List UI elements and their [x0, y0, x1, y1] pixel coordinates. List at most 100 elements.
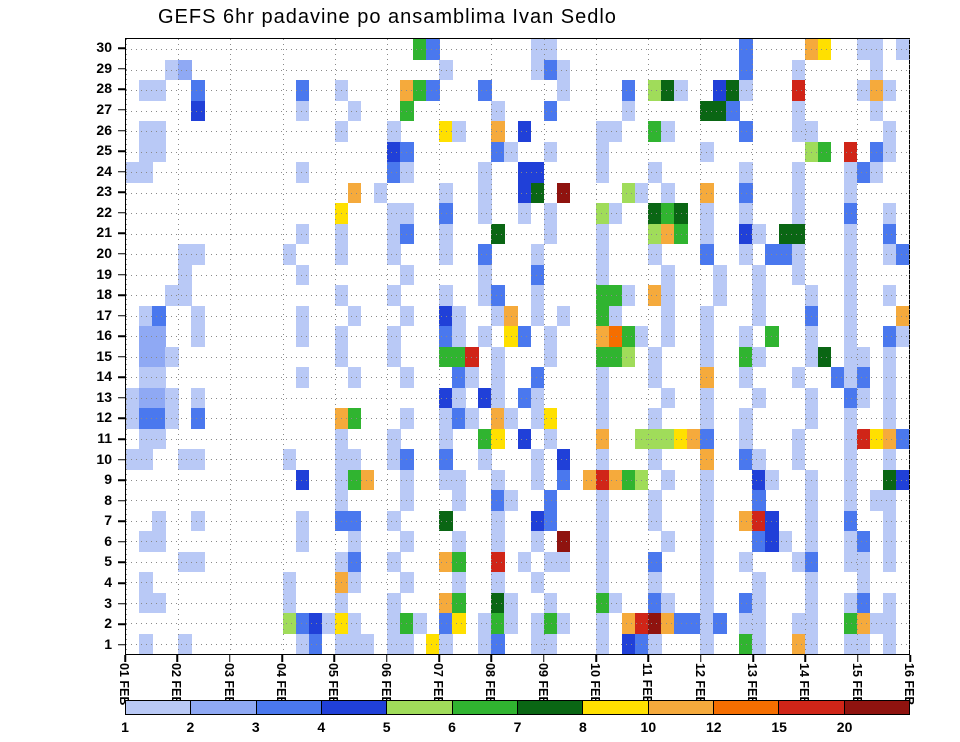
x-tick-mark — [333, 655, 336, 662]
y-tick-mark — [118, 602, 125, 605]
gridline-horizontal — [126, 151, 909, 153]
y-tick-label: 30 — [96, 39, 112, 56]
x-tick-mark — [909, 655, 911, 662]
y-tick-label: 20 — [96, 245, 112, 262]
x-tick-mark — [647, 655, 650, 662]
y-axis-labels: 30 29 28 27 26 25 24 23 22 21 20 19 18 17 16 15 14 13 12 11… — [0, 38, 125, 655]
colorbar-tick-label: 6 — [448, 719, 456, 735]
y-tick-mark — [118, 88, 125, 91]
y-tick-mark — [118, 417, 125, 420]
y-tick-label: 26 — [96, 121, 112, 138]
gridline-horizontal — [126, 192, 909, 194]
gridline-vertical — [700, 39, 702, 654]
x-tick-label: 11 FEB — [640, 663, 655, 705]
x-tick-mark — [438, 655, 440, 662]
y-tick-label: 23 — [96, 183, 112, 200]
y-tick-label: 10 — [96, 450, 112, 467]
y-tick-mark — [118, 376, 125, 379]
gridline-horizontal — [126, 643, 909, 645]
y-tick-mark — [118, 212, 125, 214]
gridline-horizontal — [126, 315, 909, 317]
colorbar-tick-label: 10 — [640, 719, 657, 735]
y-tick-label: 16 — [96, 327, 112, 344]
x-tick-mark — [176, 655, 179, 662]
x-tick-mark — [542, 655, 545, 662]
y-tick-label: 3 — [104, 594, 112, 611]
gridline-vertical — [909, 39, 910, 654]
colorbar-segment — [451, 701, 517, 714]
x-tick-mark — [490, 655, 493, 662]
y-tick-label: 12 — [96, 409, 112, 426]
gridline-horizontal — [126, 459, 909, 461]
y-tick-label: 24 — [96, 162, 112, 179]
gridline-horizontal — [126, 110, 909, 112]
colorbar-tick-label: 5 — [382, 719, 391, 735]
colorbar-segment — [712, 701, 779, 714]
y-tick-label: 17 — [96, 306, 112, 323]
y-tick-mark — [118, 109, 125, 111]
gridline-vertical — [543, 39, 545, 654]
gridline-horizontal — [126, 90, 909, 92]
x-tick-mark — [856, 655, 859, 662]
y-tick-label: 18 — [96, 286, 112, 303]
gridline-horizontal — [126, 397, 909, 399]
gridline-horizontal — [126, 418, 909, 420]
y-tick-label: 1 — [104, 635, 112, 652]
y-tick-mark — [118, 294, 125, 296]
y-tick-mark — [118, 253, 125, 255]
gridline-vertical — [595, 39, 597, 654]
colorbar-tick-label: 2 — [186, 719, 195, 735]
gridline-vertical — [752, 39, 754, 654]
y-tick-label: 9 — [104, 471, 112, 488]
y-tick-label: 6 — [104, 533, 112, 550]
y-tick-label: 14 — [96, 368, 112, 385]
colorbar-tick-label: 4 — [317, 719, 326, 735]
y-tick-mark — [118, 129, 125, 132]
colorbar-segment — [386, 701, 452, 714]
gridline-horizontal — [126, 541, 909, 543]
gridline-horizontal — [126, 438, 909, 440]
y-tick-mark — [118, 520, 125, 523]
colorbar-tick-label: 20 — [836, 719, 853, 735]
y-tick-label: 25 — [96, 142, 112, 159]
y-tick-label: 11 — [97, 430, 112, 447]
colorbar-segment — [126, 701, 191, 714]
gridline-vertical — [282, 39, 284, 654]
y-tick-label: 7 — [104, 512, 112, 529]
y-tick-mark — [118, 582, 125, 584]
colorbar — [125, 700, 910, 715]
y-tick-mark — [118, 356, 125, 358]
y-tick-mark — [118, 438, 125, 440]
colorbar-segment — [582, 701, 648, 714]
y-tick-mark — [118, 68, 125, 70]
y-tick-label: 2 — [104, 615, 112, 632]
gridline-horizontal — [126, 336, 909, 338]
gridline-vertical — [647, 39, 649, 654]
x-tick-mark — [385, 655, 388, 662]
y-tick-label: 5 — [104, 553, 112, 570]
y-tick-mark — [118, 170, 125, 173]
colorbar-segment — [516, 701, 583, 714]
y-tick-mark — [118, 191, 125, 193]
plot-area — [125, 38, 910, 655]
y-tick-label: 29 — [96, 60, 112, 77]
gridline-horizontal — [126, 377, 909, 379]
gridline-horizontal — [126, 356, 909, 358]
gridline-horizontal — [126, 602, 909, 604]
colorbar-tick-label: 15 — [771, 719, 787, 735]
gridline-horizontal — [126, 172, 909, 174]
gridline-horizontal — [126, 623, 909, 625]
colorbar-segment — [255, 701, 321, 714]
x-tick-mark — [752, 655, 754, 662]
y-tick-label: 27 — [96, 101, 112, 118]
gridline-horizontal — [126, 479, 909, 481]
x-tick-mark — [699, 655, 702, 662]
x-axis-labels: 01 FEB 02 FEB 03 FEB 04 FEB 05 FEB 06 FEB 07 F… — [117, 655, 916, 705]
gridline-horizontal — [126, 213, 909, 215]
gridline-horizontal — [126, 69, 909, 71]
x-tick-mark — [804, 655, 807, 662]
colorbar-segment — [843, 701, 909, 714]
y-tick-label: 15 — [96, 347, 112, 364]
gridline-vertical — [126, 39, 127, 654]
y-tick-mark — [118, 47, 125, 50]
